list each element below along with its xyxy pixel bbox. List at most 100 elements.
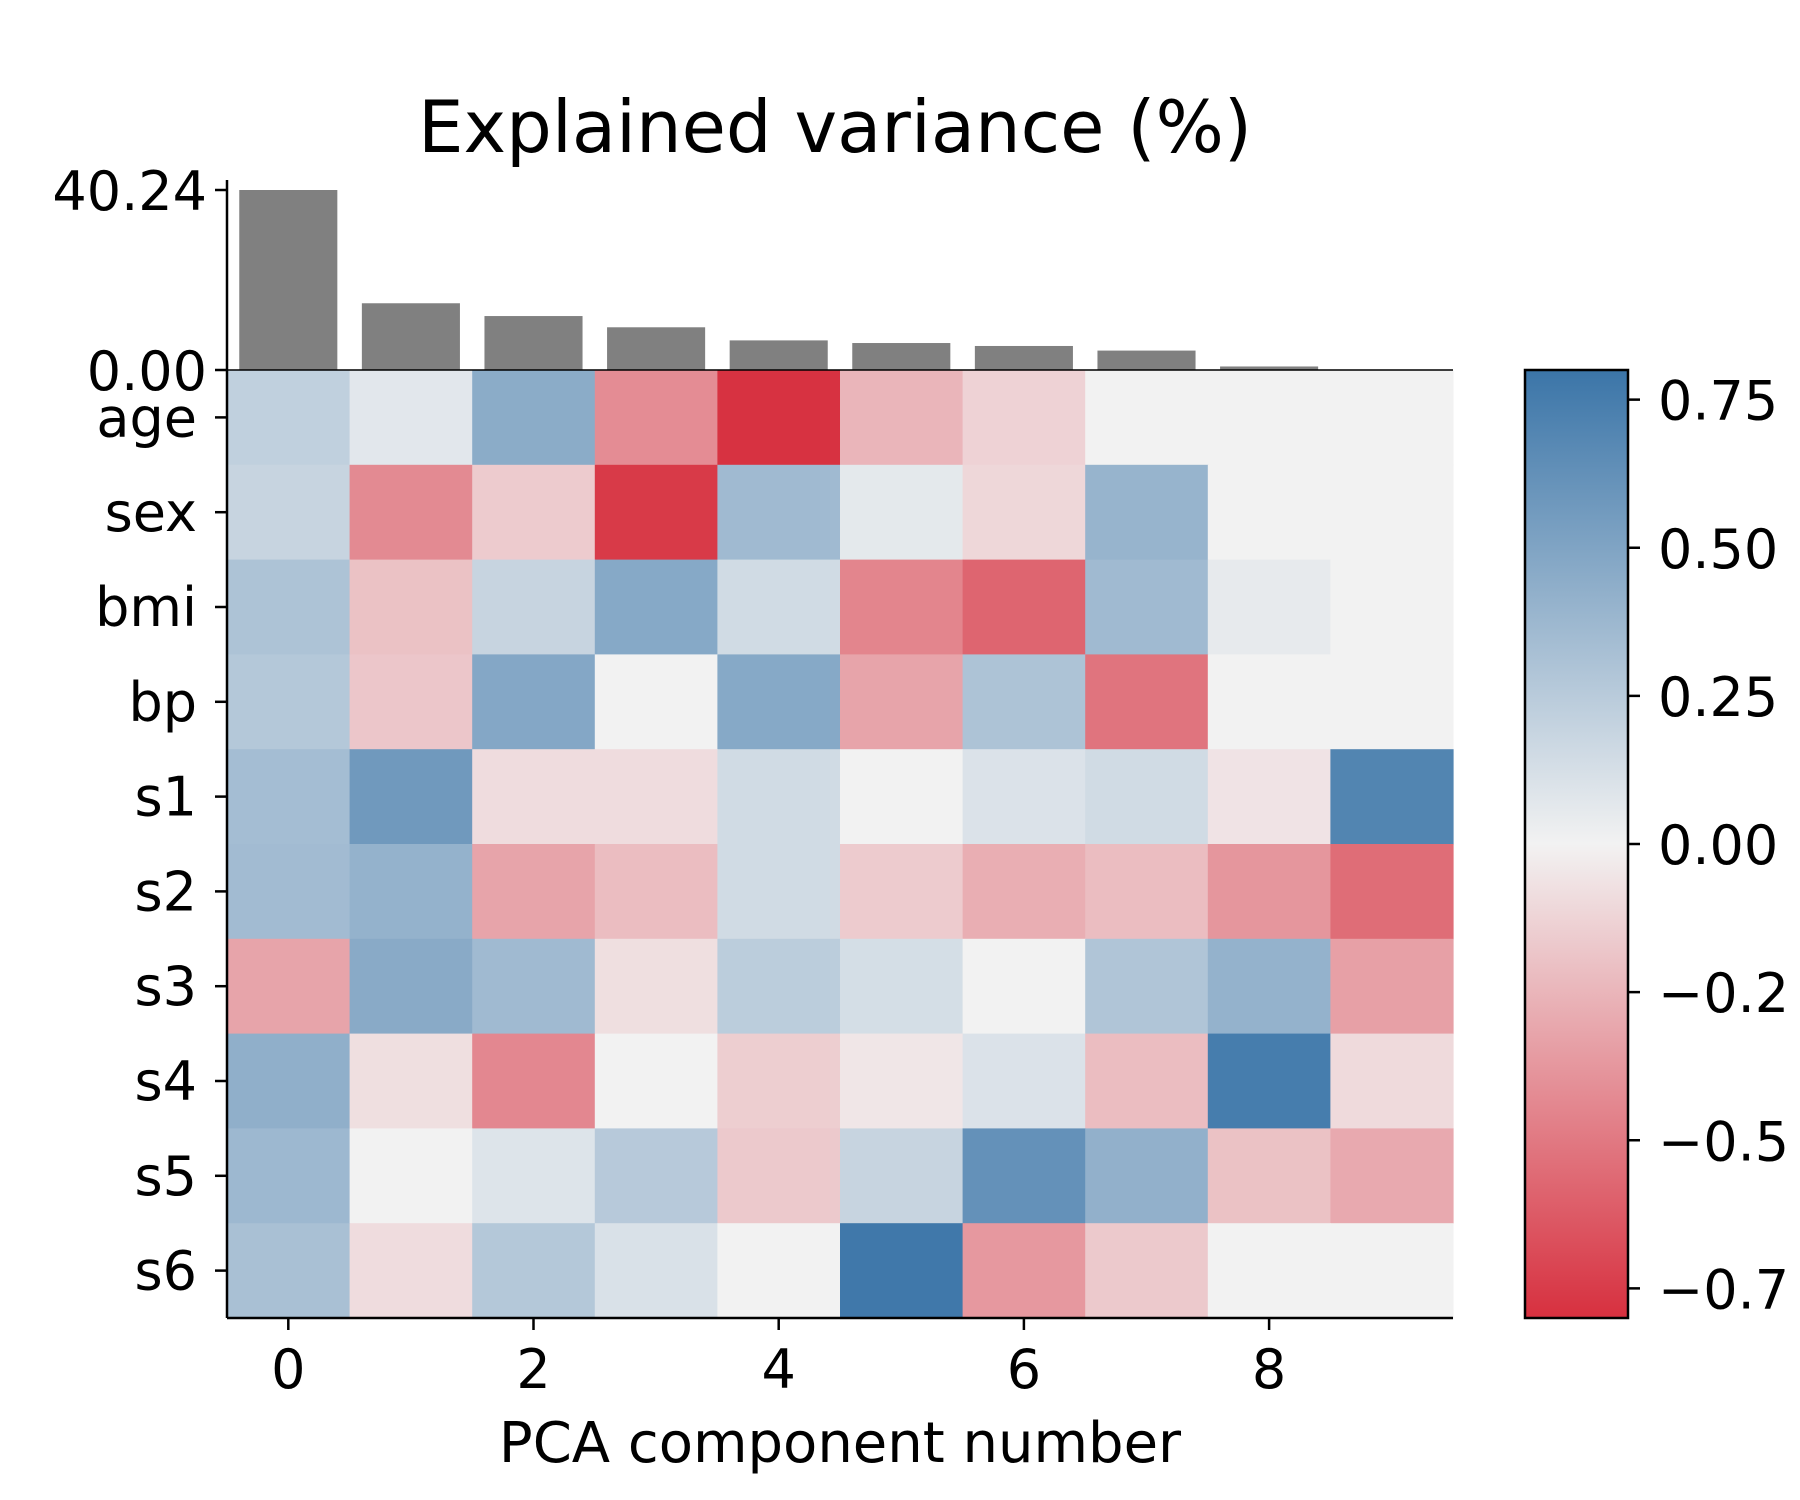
chart-title: Explained variance (%) <box>418 85 1252 169</box>
cell-bp-7 <box>1085 654 1209 750</box>
cell-s2-1 <box>349 844 473 940</box>
colorbar-tick-label: 0.00 <box>1658 814 1778 877</box>
cell-s2-7 <box>1085 844 1209 940</box>
cell-age-7 <box>1085 370 1209 466</box>
cell-s6-9 <box>1330 1223 1454 1319</box>
colorbar: 0.75 0.50 0.25 0.00 −0.2 −0.5 −0.7 <box>1523 368 1789 1321</box>
row-label-bmi: bmi <box>95 576 197 639</box>
cell-s4-9 <box>1330 1033 1454 1129</box>
cell-s5-2 <box>472 1128 596 1224</box>
cell-sex-4 <box>717 464 841 561</box>
cell-s3-6 <box>962 938 1086 1035</box>
cell-s6-4 <box>717 1223 841 1319</box>
cell-s4-8 <box>1207 1033 1331 1129</box>
row-label-s3: s3 <box>135 955 198 1018</box>
cell-s6-5 <box>840 1223 964 1319</box>
cell-s4-4 <box>717 1033 841 1129</box>
cell-sex-8 <box>1207 464 1331 561</box>
cell-s1-7 <box>1085 749 1209 845</box>
cell-sex-3 <box>594 464 718 561</box>
cell-s4-5 <box>840 1033 964 1129</box>
cell-bmi-2 <box>472 559 596 655</box>
cell-sex-5 <box>840 464 964 561</box>
cell-bmi-7 <box>1085 559 1209 655</box>
colorbar-tick-label: −0.7 <box>1658 1258 1789 1321</box>
cell-s5-6 <box>962 1128 1086 1224</box>
cell-bmi-3 <box>594 559 718 655</box>
cell-age-2 <box>472 370 596 466</box>
cell-age-1 <box>349 370 473 466</box>
cell-age-8 <box>1207 370 1331 466</box>
cell-bp-5 <box>840 654 964 750</box>
cell-bp-3 <box>594 654 718 750</box>
cell-s6-2 <box>472 1223 596 1319</box>
x-tick-label: 0 <box>271 1338 305 1401</box>
bar-component-1 <box>361 303 460 370</box>
cell-age-4 <box>717 370 841 466</box>
cell-bp-4 <box>717 654 841 750</box>
cell-s2-6 <box>962 844 1086 940</box>
cell-s3-7 <box>1085 938 1209 1035</box>
cell-s5-4 <box>717 1128 841 1224</box>
x-tick-label: 8 <box>1252 1338 1286 1401</box>
cell-s3-8 <box>1207 938 1331 1035</box>
row-label-s5: s5 <box>135 1145 198 1208</box>
cell-s1-4 <box>717 749 841 845</box>
cell-s3-1 <box>349 938 473 1035</box>
cell-s2-9 <box>1330 844 1454 940</box>
cell-age-5 <box>840 370 964 466</box>
row-label-s1: s1 <box>135 766 198 829</box>
cell-s2-0 <box>227 844 351 940</box>
cell-bmi-1 <box>349 559 473 655</box>
cell-s6-6 <box>962 1223 1086 1319</box>
cell-bmi-9 <box>1330 559 1454 655</box>
cell-s2-5 <box>840 844 964 940</box>
cell-s4-2 <box>472 1033 596 1129</box>
cell-bmi-0 <box>227 559 351 655</box>
bar-y-tick-label: 40.24 <box>52 160 207 223</box>
cell-s3-3 <box>594 938 718 1035</box>
cell-age-9 <box>1330 370 1454 466</box>
bar-component-7 <box>1097 350 1196 370</box>
bar-component-6 <box>974 345 1073 370</box>
cell-sex-7 <box>1085 464 1209 561</box>
row-label-s6: s6 <box>135 1240 198 1303</box>
cell-age-3 <box>594 370 718 466</box>
x-axis-label: PCA component number <box>499 1411 1182 1476</box>
cell-s5-1 <box>349 1128 473 1224</box>
cell-s6-8 <box>1207 1223 1331 1319</box>
cell-s4-7 <box>1085 1033 1209 1129</box>
cell-s2-4 <box>717 844 841 940</box>
cell-s4-3 <box>594 1033 718 1129</box>
cell-s2-8 <box>1207 844 1331 940</box>
cell-sex-2 <box>472 464 596 561</box>
cell-age-0 <box>227 370 351 466</box>
bar-component-0 <box>239 190 338 370</box>
cell-bmi-5 <box>840 559 964 655</box>
cell-bp-9 <box>1330 654 1454 750</box>
cell-s5-9 <box>1330 1128 1454 1224</box>
cell-s6-0 <box>227 1223 351 1319</box>
cell-s2-2 <box>472 844 596 940</box>
bar-component-3 <box>607 327 706 370</box>
cell-s1-8 <box>1207 749 1331 845</box>
cell-s3-5 <box>840 938 964 1035</box>
cell-s3-2 <box>472 938 596 1035</box>
cell-s6-1 <box>349 1223 473 1319</box>
cell-bmi-6 <box>962 559 1086 655</box>
colorbar-tick-label: −0.5 <box>1658 1110 1789 1173</box>
cell-bp-1 <box>349 654 473 750</box>
row-label-age: age <box>96 386 197 449</box>
colorbar-tick-label: −0.2 <box>1658 962 1789 1025</box>
colorbar-tick-label: 0.50 <box>1658 518 1778 581</box>
cell-sex-6 <box>962 464 1086 561</box>
cell-s3-9 <box>1330 938 1454 1035</box>
cell-s1-5 <box>840 749 964 845</box>
cell-s5-8 <box>1207 1128 1331 1224</box>
cell-s5-7 <box>1085 1128 1209 1224</box>
bar-component-8 <box>1220 366 1319 370</box>
cell-s6-7 <box>1085 1223 1209 1319</box>
cell-bmi-8 <box>1207 559 1331 655</box>
row-label-s2: s2 <box>135 860 198 923</box>
